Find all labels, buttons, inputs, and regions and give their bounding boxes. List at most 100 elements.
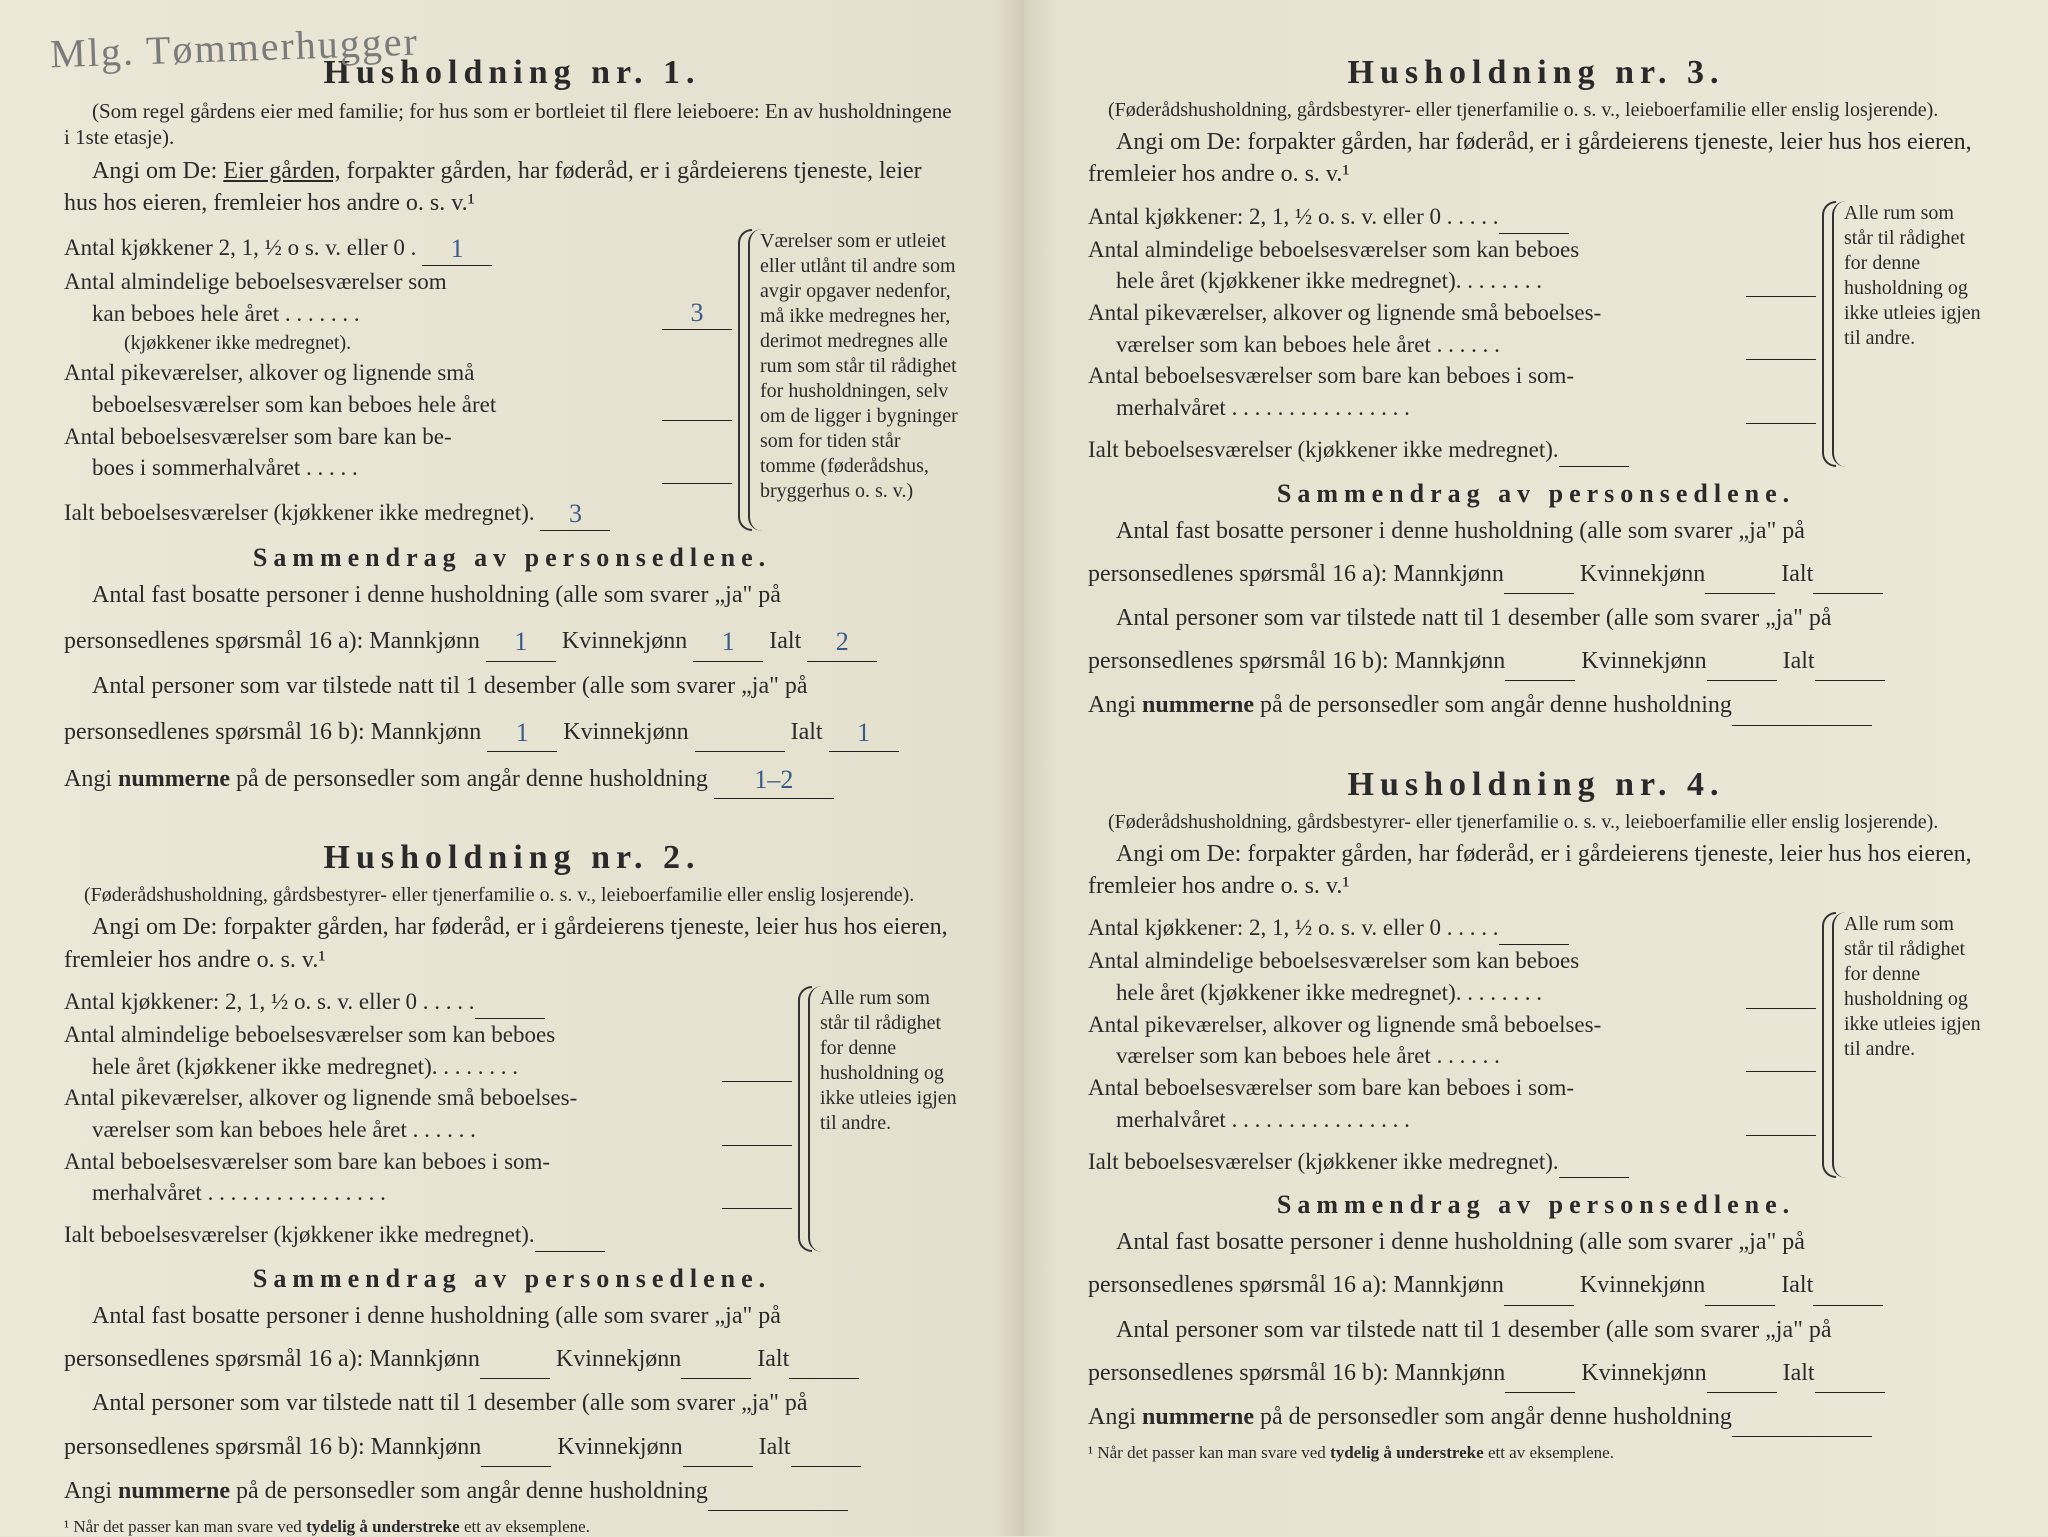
hh2-p2-line: personsedlenes spørsmål 16 b): Mannkjønn… [64,1429,960,1467]
hh2-p3-line: Angi nummerne på de personsedler som ang… [64,1473,960,1511]
hh1-p3-line: Angi nummerne på de personsedler som ang… [64,758,960,799]
hh1-p1a: Antal fast bosatte personer i denne hush… [64,577,960,614]
hh3-p1i: Ialt [1781,561,1813,587]
hh1-side: Værelser som er utleiet eller utlånt til… [748,229,960,531]
hh2-p1a: Antal fast bosatte personer i denne hush… [64,1298,960,1335]
footnote-right: ¹ Når det passer kan man svare ved tydel… [1088,1443,1984,1463]
hh3-l2b: hele året (kjøkkener ikke medregnet). . … [1088,268,1542,293]
hh2-sub: (Føderådshusholdning, gårdsbestyrer- ell… [64,883,960,907]
hh4-l2a: Antal almindelige beboelsesværelser som … [1088,948,1579,973]
hh1-l3b: beboelsesværelser som kan beboes hele år… [64,392,496,417]
hh4-l5: Ialt beboelsesværelser (kjøkkener ikke m… [1088,1149,1559,1174]
hh4-p2b: personsedlenes spørsmål 16 b): Mannkjønn [1088,1360,1505,1386]
hh2-l4b: merhalvåret . . . . . . . . . . . . . . … [64,1180,386,1205]
hh3-p2-line: personsedlenes spørsmål 16 b): Mannkjønn… [1088,643,1984,681]
hh3-p3pre: Angi [1088,692,1142,718]
hh1-lines: Antal kjøkkener 2, 1, ½ o s. v. eller 0 … [64,229,732,531]
hh1-l4b: boes i sommerhalvåret . . . . . [64,455,358,480]
hh1-sub: (Som regel gårdens eier med familie; for… [64,98,960,151]
hh2-l1: Antal kjøkkener: 2, 1, ½ o. s. v. eller … [64,989,475,1014]
hh4-title: Husholdning nr. 4. [1088,766,1984,804]
hh2-block: Antal kjøkkener: 2, 1, ½ o. s. v. eller … [64,986,960,1252]
hh1-v1: 1 [451,231,464,267]
hh1-p2-i-lbl: Ialt [791,719,823,745]
hh4-l4a: Antal beboelsesværelser som bare kan beb… [1088,1075,1574,1100]
hh2-p2b: personsedlenes spørsmål 16 b): Mannkjønn [64,1434,481,1460]
hh1-p2a: Antal personer som var tilstede natt til… [64,668,960,705]
hh3-l2a: Antal almindelige beboelsesværelser som … [1088,237,1579,262]
fn-bold-l: tydelig å understreke [306,1517,460,1536]
hh3-block: Antal kjøkkener: 2, 1, ½ o. s. v. eller … [1088,201,1984,467]
hh3-l3a: Antal pikeværelser, alkover og lignende … [1088,300,1601,325]
hh1-v5: 3 [569,496,582,532]
hh4-l3a: Antal pikeværelser, alkover og lignende … [1088,1012,1601,1037]
hh1-p3bold: nummerne [118,766,230,792]
hh4-angi: Angi om De: forpakter gården, har føderå… [1088,838,1984,903]
hh1-p1i: 2 [836,622,849,662]
hh2-angi: Angi om De: forpakter gården, har føderå… [64,911,960,976]
hh1-p1-k-lbl: Kvinnekjønn [562,628,687,654]
hh4-p2a: Antal personer som var tilstede natt til… [1088,1312,1984,1349]
hh3-p3bold: nummerne [1142,692,1254,718]
hh3-samm-title: Sammendrag av personsedlene. [1088,479,1984,509]
hh1-l2a: Antal almindelige beboelsesværelser som [64,269,447,294]
hh3-l4a: Antal beboelsesværelser som bare kan beb… [1088,363,1574,388]
fn-bold-r: tydelig å understreke [1330,1443,1484,1462]
hh2-p3pre: Angi [64,1478,118,1504]
hh4-p3post: på de personsedler som angår denne husho… [1254,1404,1732,1430]
hh3-p1-line: personsedlenes spørsmål 16 a): Mannkjønn… [1088,556,1984,594]
hh1-block: Antal kjøkkener 2, 1, ½ o s. v. eller 0 … [64,229,960,531]
hh2-l2a: Antal almindelige beboelsesværelser som … [64,1022,555,1047]
hh2-l5: Ialt beboelsesværelser (kjøkkener ikke m… [64,1222,535,1247]
hh2-p1i: Ialt [757,1346,789,1372]
hh2-p2i: Ialt [759,1434,791,1460]
hh1-v2: 3 [691,295,704,331]
household-3: Husholdning nr. 3. (Føderådshusholdning,… [1088,54,1984,726]
hh4-p3bold: nummerne [1142,1404,1254,1430]
hh3-p1k: Kvinnekjønn [1580,561,1705,587]
hh3-sub: (Føderådshusholdning, gårdsbestyrer- ell… [1088,98,1984,122]
hh1-p2b: personsedlenes spørsmål 16 b): Mannkjønn [64,719,481,745]
hh4-p3pre: Angi [1088,1404,1142,1430]
fn-post-l: ett av eksemplene. [460,1517,590,1536]
hh3-p3post: på de personsedler som angår denne husho… [1254,692,1732,718]
hh4-sub: (Føderådshusholdning, gårdsbestyrer- ell… [1088,810,1984,834]
left-page: Mlg. Tømmerhugger Husholdning nr. 1. (So… [0,0,1024,1536]
hh1-p2-k-lbl: Kvinnekjønn [563,719,688,745]
hh3-p1b: personsedlenes spørsmål 16 a): Mannkjønn [1088,561,1504,587]
household-2: Husholdning nr. 2. (Føderådshusholdning,… [64,839,960,1537]
hh4-l4b: merhalvåret . . . . . . . . . . . . . . … [1088,1107,1410,1132]
hh4-l1: Antal kjøkkener: 2, 1, ½ o. s. v. eller … [1088,915,1499,940]
hh2-l4a: Antal beboelsesværelser som bare kan beb… [64,1149,550,1174]
footnote-left: ¹ Når det passer kan man svare ved tydel… [64,1517,960,1537]
hh3-p2i: Ialt [1783,648,1815,674]
hh2-p3post: på de personsedler som angår denne husho… [230,1478,708,1504]
hh4-p1-line: personsedlenes spørsmål 16 a): Mannkjønn… [1088,1267,1984,1305]
hh2-samm-title: Sammendrag av personsedlene. [64,1264,960,1294]
hh3-l1: Antal kjøkkener: 2, 1, ½ o. s. v. eller … [1088,204,1499,229]
hh4-samm-title: Sammendrag av personsedlene. [1088,1190,1984,1220]
hh2-p1b: personsedlenes spørsmål 16 a): Mannkjønn [64,1346,480,1372]
right-page: Husholdning nr. 3. (Føderådshusholdning,… [1024,0,2048,1536]
hh1-p1-line: personsedlenes spørsmål 16 a): Mannkjønn… [64,620,960,661]
hh4-p2i: Ialt [1783,1360,1815,1386]
hh4-l3b: værelser som kan beboes hele året . . . … [1088,1043,1500,1068]
fn-pre-l: ¹ Når det passer kan man svare ved [64,1517,306,1536]
hh4-side: Alle rum som står til rådighet for denne… [1832,912,1984,1178]
hh1-l1: Antal kjøkkener 2, 1, ½ o s. v. eller 0 … [64,235,416,260]
household-4: Husholdning nr. 4. (Føderådshusholdning,… [1088,766,1984,1464]
hh3-l4b: merhalvåret . . . . . . . . . . . . . . … [1088,395,1410,420]
fn-pre-r: ¹ Når det passer kan man svare ved [1088,1443,1330,1462]
hh2-p2k: Kvinnekjønn [557,1434,682,1460]
hh4-block: Antal kjøkkener: 2, 1, ½ o. s. v. eller … [1088,912,1984,1178]
hh4-p1k: Kvinnekjønn [1580,1272,1705,1298]
hh4-p2k: Kvinnekjønn [1581,1360,1706,1386]
hh1-l2b: kan beboes hele året . . . . . . . [64,301,360,326]
hh3-angi: Angi om De: forpakter gården, har føderå… [1088,126,1984,191]
hh3-p2a: Antal personer som var tilstede natt til… [1088,600,1984,637]
hh2-l2b: hele året (kjøkkener ikke medregnet). . … [64,1054,518,1079]
hh1-p1k: 1 [722,622,735,662]
angi-pre: Angi om De: [92,158,223,184]
hh4-lines: Antal kjøkkener: 2, 1, ½ o. s. v. eller … [1088,912,1816,1178]
hh1-l4a: Antal beboelsesværelser som bare kan be- [64,424,452,449]
